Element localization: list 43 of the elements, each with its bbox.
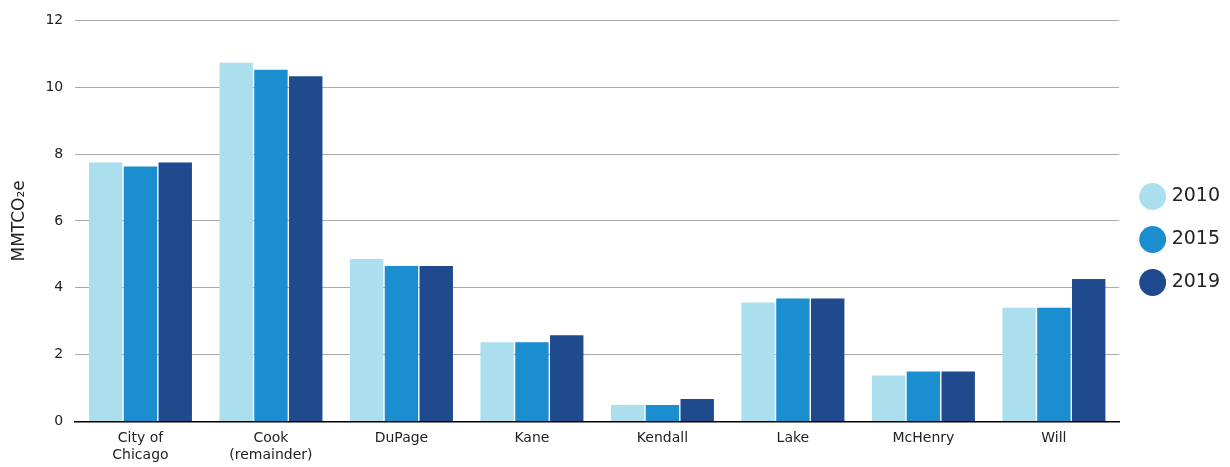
bar <box>871 375 906 421</box>
y-tick-label: 0 <box>54 412 64 429</box>
bar <box>1002 307 1036 421</box>
bar <box>741 302 775 421</box>
bar <box>384 266 419 421</box>
bar <box>680 399 714 421</box>
y-tick-label: 10 <box>45 77 64 94</box>
bar <box>645 405 680 421</box>
bar <box>349 259 384 421</box>
bar <box>776 298 810 421</box>
y-tick-label: 6 <box>54 211 64 228</box>
x-tick-label: Kane <box>514 429 550 446</box>
bar <box>811 298 845 421</box>
legend-label: 2015 <box>1171 226 1221 249</box>
x-tick-label: McHenry <box>892 429 955 446</box>
bar <box>123 166 158 421</box>
bar <box>610 405 645 421</box>
y-axis-title: MMTCO₂e <box>7 180 28 262</box>
bar <box>88 162 123 421</box>
bar <box>219 62 253 421</box>
bar <box>480 342 514 421</box>
bar <box>550 335 584 421</box>
y-tick-label: 12 <box>45 11 64 28</box>
bar <box>1072 279 1106 421</box>
bar <box>419 266 453 421</box>
bar <box>515 342 549 421</box>
bar <box>158 162 192 421</box>
legend-label: 2010 <box>1171 183 1221 206</box>
y-tick-label: 4 <box>54 278 64 295</box>
x-tick-label: City of Chicago <box>112 429 169 463</box>
bar <box>1037 307 1071 421</box>
x-tick-label: Cook (remainder) <box>229 429 313 463</box>
legend-label: 2019 <box>1171 269 1221 292</box>
x-tick-label: Lake <box>776 429 810 446</box>
bar <box>289 76 323 421</box>
y-tick-label: 8 <box>54 144 64 161</box>
x-tick-label: Kendall <box>636 429 689 446</box>
y-tick-label: 2 <box>54 345 64 362</box>
x-tick-label: DuPage <box>374 429 429 446</box>
bar <box>254 69 288 421</box>
bar <box>941 371 975 421</box>
bar <box>906 371 941 421</box>
x-tick-label: Will <box>1041 429 1067 446</box>
